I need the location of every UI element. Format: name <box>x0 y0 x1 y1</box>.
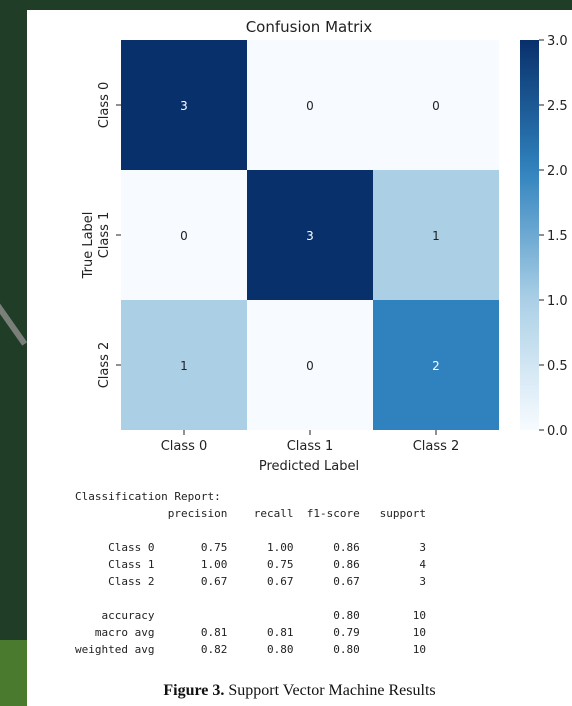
x-tick-label: Class 1 <box>287 439 334 454</box>
report-line: Class 2 0.67 0.67 0.67 3 <box>75 575 426 588</box>
cell-value-label: 1 <box>180 359 188 373</box>
report-line: Classification Report: <box>75 490 221 503</box>
y-tick-label: Class 1 <box>97 212 112 259</box>
colorbar-tick-label: 0.0 <box>547 424 568 439</box>
cell-value-label: 0 <box>306 359 314 373</box>
y-tick-label: Class 2 <box>97 342 112 389</box>
heatmap-cell <box>247 300 373 430</box>
confusion-matrix-chart: Confusion Matrix 3 0 0 0 3 1 1 0 2 Class 0 Class 1… <box>81 18 568 474</box>
y-tick-label: Class 0 <box>97 82 112 129</box>
cell-value-label: 0 <box>306 99 314 113</box>
cell-value-label: 0 <box>180 229 188 243</box>
heatmap-cell <box>247 40 373 170</box>
colorbar-tick-label: 0.5 <box>547 359 568 374</box>
heatmap-cell <box>373 170 499 300</box>
colorbar-tick-label: 1.0 <box>547 294 568 309</box>
heatmap-cell <box>121 40 247 170</box>
x-tick-label: Class 2 <box>413 439 460 454</box>
background-stroke <box>0 301 28 346</box>
report-line: accuracy 0.80 10 <box>75 609 426 622</box>
heatmap-cell <box>121 300 247 430</box>
x-axis-label: Predicted Label <box>259 459 359 474</box>
report-line: weighted avg 0.82 0.80 0.80 10 <box>75 643 426 656</box>
y-axis-label: True Label <box>81 212 96 280</box>
x-tick-label: Class 0 <box>161 439 208 454</box>
cell-value-label: 3 <box>180 99 188 113</box>
cell-value-label: 0 <box>432 99 440 113</box>
report-line: precision recall f1-score support <box>75 507 426 520</box>
report-line: Class 1 1.00 0.75 0.86 4 <box>75 558 426 571</box>
heatmap-cell <box>247 170 373 300</box>
cell-value-label: 1 <box>432 229 440 243</box>
heatmap-cell <box>121 170 247 300</box>
report-line <box>75 590 426 607</box>
colorbar-tick-label: 3.0 <box>547 34 568 49</box>
heatmap-cell <box>373 300 499 430</box>
report-line: Class 0 0.75 1.00 0.86 3 <box>75 541 426 554</box>
cell-value-label: 3 <box>306 229 314 243</box>
colorbar-tick-label: 2.0 <box>547 164 568 179</box>
figure-panel: Confusion Matrix 3 0 0 0 3 1 1 0 2 Class 0 Class 1… <box>27 10 572 706</box>
report-line: macro avg 0.81 0.81 0.79 10 <box>75 626 426 639</box>
classification-report: Classification Report: precision recall … <box>75 488 426 658</box>
cell-value-label: 2 <box>432 359 440 373</box>
colorbar-tick-label: 1.5 <box>547 229 568 244</box>
figure-caption: Figure 3. Support Vector Machine Results <box>27 682 572 700</box>
heatmap-cell <box>373 40 499 170</box>
report-line <box>75 522 426 539</box>
colorbar-tick-label: 2.5 <box>547 99 568 114</box>
colorbar: 0.0 0.5 1.0 1.5 2.0 2.5 3.0 <box>520 34 568 439</box>
caption-text: Support Vector Machine Results <box>224 682 436 699</box>
colorbar-scale <box>520 40 539 430</box>
caption-label: Figure 3. <box>163 682 225 699</box>
heatmap-cells: 3 0 0 0 3 1 1 0 2 Class 0 Class 1 Class 2 Class 0 Cla… <box>97 40 499 454</box>
chart-title: Confusion Matrix <box>246 18 373 36</box>
